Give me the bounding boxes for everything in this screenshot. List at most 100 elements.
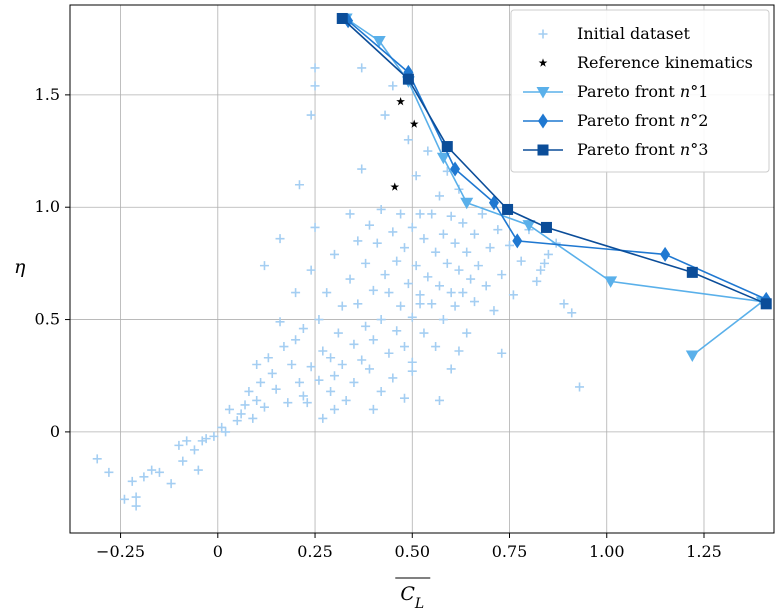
legend-entry: Pareto front n°3 [523, 140, 708, 159]
data-point [306, 362, 316, 372]
legend-entry: Initial dataset [538, 24, 690, 43]
data-point [275, 234, 285, 244]
data-point [512, 233, 523, 249]
data-point [407, 357, 417, 367]
legend-label: Reference kinematics [577, 53, 753, 72]
data-point [540, 258, 550, 268]
data-point [380, 270, 390, 280]
data-point [392, 256, 402, 266]
data-point [396, 301, 406, 311]
data-point [446, 364, 456, 374]
data-point [326, 386, 336, 396]
data-point [217, 422, 227, 432]
data-point [686, 266, 698, 278]
data-point [275, 317, 285, 327]
data-point [361, 321, 371, 331]
data-point [182, 436, 192, 446]
data-point [419, 234, 429, 244]
x-tick-label: 0.25 [297, 542, 333, 561]
data-point [294, 377, 304, 387]
data-point [353, 236, 363, 246]
data-point [329, 249, 339, 259]
data-point [302, 398, 312, 408]
data-point [154, 467, 164, 477]
data-point [345, 209, 355, 219]
data-point [481, 281, 491, 291]
data-point [497, 348, 507, 358]
data-point [427, 299, 437, 309]
data-point [372, 35, 386, 48]
series-0 [92, 63, 585, 511]
data-point [407, 366, 417, 376]
data-point [384, 348, 394, 358]
data-point [450, 161, 461, 177]
legend-marker [538, 113, 548, 129]
data-point [147, 465, 157, 475]
legend-entry: Pareto front n°1 [523, 82, 708, 101]
data-point [306, 265, 316, 275]
data-point [271, 384, 281, 394]
data-point [470, 297, 480, 307]
data-point [201, 434, 211, 444]
data-point [291, 288, 301, 298]
data-point [435, 395, 445, 405]
data-point [441, 141, 453, 153]
data-point [166, 479, 176, 489]
data-point [685, 350, 699, 363]
data-point [388, 81, 398, 91]
data-point [376, 315, 386, 325]
data-point [372, 238, 382, 248]
legend-entry: Reference kinematics [538, 53, 753, 72]
legend-label: Pareto front n°1 [577, 82, 708, 101]
data-point [388, 227, 398, 237]
data-point [193, 465, 203, 475]
legend-marker [538, 58, 548, 67]
data-point [349, 377, 359, 387]
data-point [221, 427, 231, 437]
data-point [189, 445, 199, 455]
data-point [178, 456, 188, 466]
data-point [431, 247, 441, 257]
x-tick-label: 1.00 [589, 542, 625, 561]
data-point [540, 221, 552, 233]
legend-entry: Pareto front n°2 [523, 111, 708, 130]
data-point [349, 339, 359, 349]
data-point [392, 326, 402, 336]
data-point [454, 346, 464, 356]
data-point [174, 440, 184, 450]
legend-box [510, 9, 770, 173]
data-point [411, 171, 421, 181]
data-point [396, 209, 406, 219]
data-point [224, 404, 234, 414]
data-point [259, 261, 269, 271]
data-point [329, 404, 339, 414]
data-point [508, 290, 518, 300]
data-point [364, 220, 374, 230]
data-point [516, 256, 526, 266]
data-point [458, 218, 468, 228]
data-point [252, 359, 262, 369]
data-point [466, 274, 476, 284]
data-point [104, 467, 114, 477]
data-point [502, 203, 514, 215]
x-axis-label: CL [400, 583, 424, 611]
x-tick-label: 1.25 [686, 542, 722, 561]
data-point [291, 335, 301, 345]
data-point [536, 265, 546, 275]
y-tick-label: 0.5 [35, 310, 60, 329]
data-point [407, 312, 417, 322]
data-point [368, 335, 378, 345]
data-point [522, 220, 536, 232]
data-point [442, 258, 452, 268]
data-point [326, 353, 336, 363]
data-point [248, 413, 258, 423]
legend-label: Pareto front n°2 [577, 111, 708, 130]
plot-frame [69, 4, 775, 534]
series-layer [92, 12, 772, 511]
data-point [403, 279, 413, 289]
data-point [127, 476, 137, 486]
data-point [660, 246, 671, 262]
data-point [462, 328, 472, 338]
data-point [567, 308, 577, 318]
data-point [318, 413, 328, 423]
